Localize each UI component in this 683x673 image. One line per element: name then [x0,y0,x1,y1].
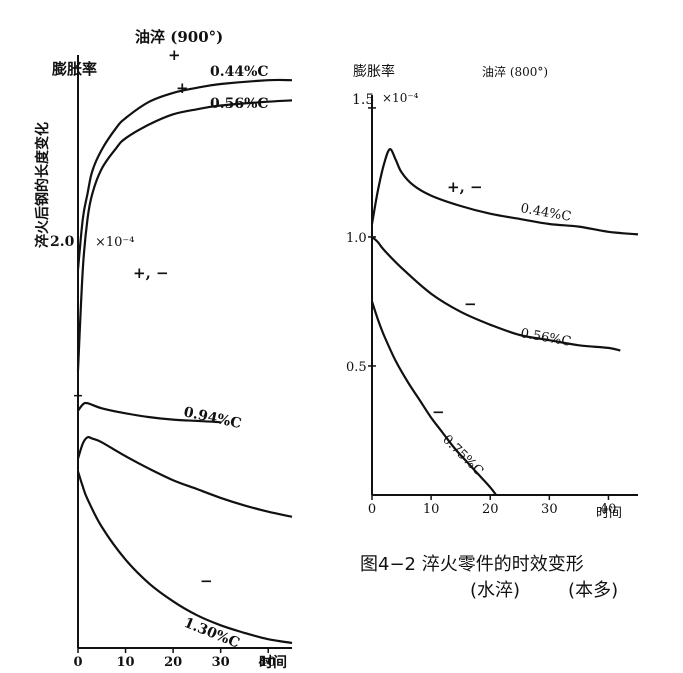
right-y-multiplier: ×10⁻⁴ [382,91,419,105]
series-label: 0.56%C [519,326,572,350]
series-label: 0.94%C [182,404,243,432]
x-tick-label: 0 [73,655,82,670]
left-y-axis-label: 淬火后钢的长度变化 [34,122,51,248]
caption-quench-type: (水淬) [470,580,521,601]
right-y-axis-name: 膨胀率 [353,63,395,80]
series-sign: +, − [133,264,169,282]
left-chart-title: 油淬 (900°) [135,28,223,46]
right-chart: 0 10 20 30 40 1.00.5 0.44%C+, −0.56%C−0.75%C… [346,63,639,521]
series-line [76,99,293,371]
series-sign: + [168,46,181,64]
x-tick-label: 20 [482,502,499,517]
figure-caption: 图4−2 淬火零件的时效变形 (水淬) (本多) [360,552,680,604]
left-y-multiplier: ×10⁻⁴ [95,235,135,250]
right-x-ticks: 0 10 20 30 40 [368,495,617,517]
series-line [76,435,293,518]
left-series-lines: 0.44%C +0.56%C + +, − 0.94%C 1.30%C − [76,46,293,652]
x-tick-label: 30 [541,502,558,517]
series-label: 0.44%C [210,64,269,80]
series-sign: − [200,572,213,590]
right-y-ticks: 1.0 0.5 [346,107,376,375]
series-label: 0.56%C [210,96,269,112]
x-tick-label: 10 [117,655,135,670]
y-tick-label: 0.5 [346,360,367,375]
series-label: 1.30%C [182,615,242,652]
series-line [76,471,293,645]
x-tick-label: 40 [600,502,617,517]
right-series-lines: 0.44%C+, −0.56%C−0.75%C− [370,148,639,496]
series-line [370,148,639,236]
x-tick-label: 20 [164,655,182,670]
series-line [370,301,497,496]
series-label: 0.75%C [439,432,486,479]
series-line [371,236,621,352]
caption-author: (本多) [568,580,619,601]
x-tick-label: 10 [423,502,440,517]
left-chart: 0 10 20 30 40 0.44%C +0.56%C + +, − 0.94%C 1.30%C… [34,28,293,671]
caption-line-1: 图4−2 淬火零件的时效变形 [360,554,584,575]
x-tick-label: 40 [258,655,276,670]
series-sign: − [464,295,477,313]
y-tick-label: 1.0 [346,231,367,246]
left-x-ticks: 0 10 20 30 40 [73,394,276,670]
series-sign: + [176,79,189,97]
series-sign: − [432,403,445,421]
series-line [77,401,221,424]
left-x-axis-label: 时间 [259,654,287,671]
left-y-tick-label: 2.0 [50,234,75,250]
right-chart-title: 油淬 (800°) [482,64,548,79]
right-x-axis-label: 时间 [596,506,622,521]
caption-line-2: (水淬) (本多) [360,578,680,604]
left-y-axis-name: 膨胀率 [52,60,97,78]
x-tick-label: 30 [212,655,230,670]
series-sign: +, − [447,178,483,196]
x-tick-label: 0 [368,502,376,517]
series-line [76,78,293,270]
right-y-top-label: 1.5 [352,92,374,108]
